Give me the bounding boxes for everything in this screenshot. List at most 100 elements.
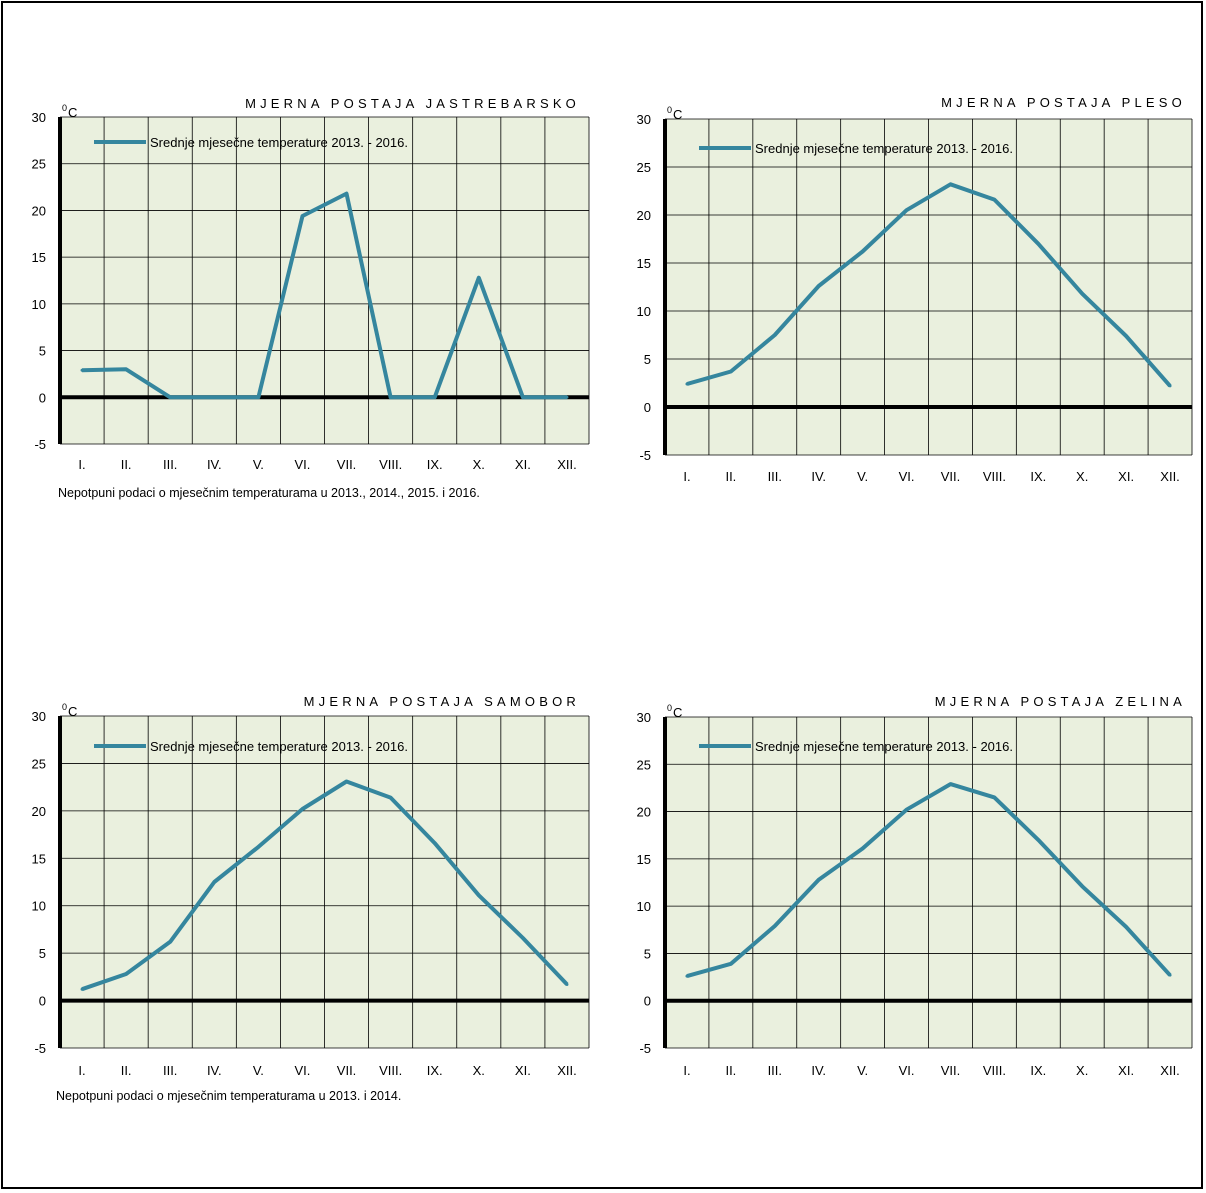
x-tick-label: IX. (427, 1063, 443, 1078)
x-tick-label: I. (78, 457, 85, 472)
data-point (905, 808, 909, 812)
x-tick-label: I. (683, 469, 690, 484)
data-point (80, 987, 84, 991)
x-tick-label: XI. (1118, 1063, 1134, 1078)
x-tick-label: XII. (1160, 1063, 1180, 1078)
x-tick-label: VI. (295, 1063, 311, 1078)
x-tick-label: X. (1076, 1063, 1088, 1078)
data-point (1080, 292, 1084, 296)
y-tick-label: -5 (639, 448, 651, 463)
y-tick-label: 10 (637, 899, 651, 914)
series-line (81, 779, 569, 992)
data-point (212, 880, 216, 884)
x-tick-label: II. (725, 1063, 736, 1078)
x-tick-label: X. (1076, 469, 1088, 484)
data-point (1036, 838, 1040, 842)
data-point (773, 333, 777, 337)
x-tick-label: VI. (899, 469, 915, 484)
data-point (773, 924, 777, 928)
y-tick-label: -5 (34, 1041, 46, 1056)
x-tick-label: VII. (941, 1063, 961, 1078)
x-tick-label: III. (163, 1063, 177, 1078)
x-tick-label: IX. (427, 457, 443, 472)
chart-title: MJERNA POSTAJA SAMOBOR (304, 694, 580, 709)
x-tick-label: III. (768, 469, 782, 484)
data-point (1080, 884, 1084, 888)
y-tick-label: 10 (32, 297, 46, 312)
y-tick-label: 30 (637, 710, 651, 725)
y-unit-label: C (68, 105, 77, 120)
y-tick-label: 15 (32, 851, 46, 866)
chart-title: MJERNA POSTAJA JASTREBARSKO (245, 96, 580, 111)
y-tick-label: 20 (637, 208, 651, 223)
x-tick-label: VIII. (983, 469, 1006, 484)
y-tick-label: 25 (32, 756, 46, 771)
data-point (1168, 973, 1172, 977)
x-tick-label: IV. (207, 457, 222, 472)
y-unit-superscript: 0 (62, 103, 67, 113)
legend-label: Srednje mjesečne temperature 2013. - 201… (755, 739, 1013, 754)
y-tick-label: 5 (39, 344, 46, 359)
data-point (1124, 925, 1128, 929)
data-point (433, 395, 437, 399)
data-point (1124, 334, 1128, 338)
chart-title: MJERNA POSTAJA PLESO (941, 95, 1186, 110)
legend-label: Srednje mjesečne temperature 2013. - 201… (755, 141, 1013, 156)
x-tick-label: III. (163, 457, 177, 472)
legend-label: Srednje mjesečne temperature 2013. - 201… (150, 739, 408, 754)
data-point (345, 779, 349, 783)
x-tick-label: XI. (515, 457, 531, 472)
y-tick-label: 15 (32, 250, 46, 265)
y-tick-label: 15 (637, 256, 651, 271)
data-point (861, 249, 865, 253)
y-tick-label: 20 (637, 805, 651, 820)
y-unit-superscript: 0 (62, 702, 67, 712)
x-tick-label: V. (857, 469, 868, 484)
x-tick-label: IV. (811, 1063, 826, 1078)
data-point (477, 276, 481, 280)
legend-label: Srednje mjesečne temperature 2013. - 201… (150, 135, 408, 150)
data-point (948, 182, 952, 186)
y-tick-label: 25 (32, 157, 46, 172)
x-tick-label: VIII. (983, 1063, 1006, 1078)
data-point (685, 382, 689, 386)
x-tick-label: XII. (1160, 469, 1180, 484)
x-tick-label: V. (253, 1063, 264, 1078)
data-point (729, 962, 733, 966)
y-unit-superscript: 0 (667, 703, 672, 713)
y-tick-label: -5 (34, 437, 46, 452)
data-point (565, 982, 569, 986)
y-tick-label: 20 (32, 804, 46, 819)
data-point (168, 395, 172, 399)
y-tick-label: 10 (32, 899, 46, 914)
y-tick-label: 5 (39, 946, 46, 961)
data-point (1036, 242, 1040, 246)
data-point (685, 974, 689, 978)
y-unit-superscript: 0 (667, 105, 672, 115)
data-point (521, 395, 525, 399)
data-point (521, 936, 525, 940)
x-tick-label: II. (121, 1063, 132, 1078)
data-point (80, 368, 84, 372)
y-tick-label: 0 (644, 400, 651, 415)
x-tick-label: V. (253, 457, 264, 472)
x-tick-label: VII. (941, 469, 961, 484)
x-tick-label: IX. (1030, 469, 1046, 484)
x-tick-label: I. (78, 1063, 85, 1078)
data-point (212, 395, 216, 399)
data-point (124, 367, 128, 371)
data-point (389, 395, 393, 399)
data-point (256, 845, 260, 849)
data-point (433, 841, 437, 845)
x-tick-label: V. (857, 1063, 868, 1078)
y-tick-label: 10 (637, 304, 651, 319)
x-tick-label: VII. (337, 457, 357, 472)
data-point (300, 214, 304, 218)
y-tick-label: 30 (637, 112, 651, 127)
y-tick-label: 25 (637, 160, 651, 175)
data-point (1168, 384, 1172, 388)
y-tick-label: 30 (32, 709, 46, 724)
